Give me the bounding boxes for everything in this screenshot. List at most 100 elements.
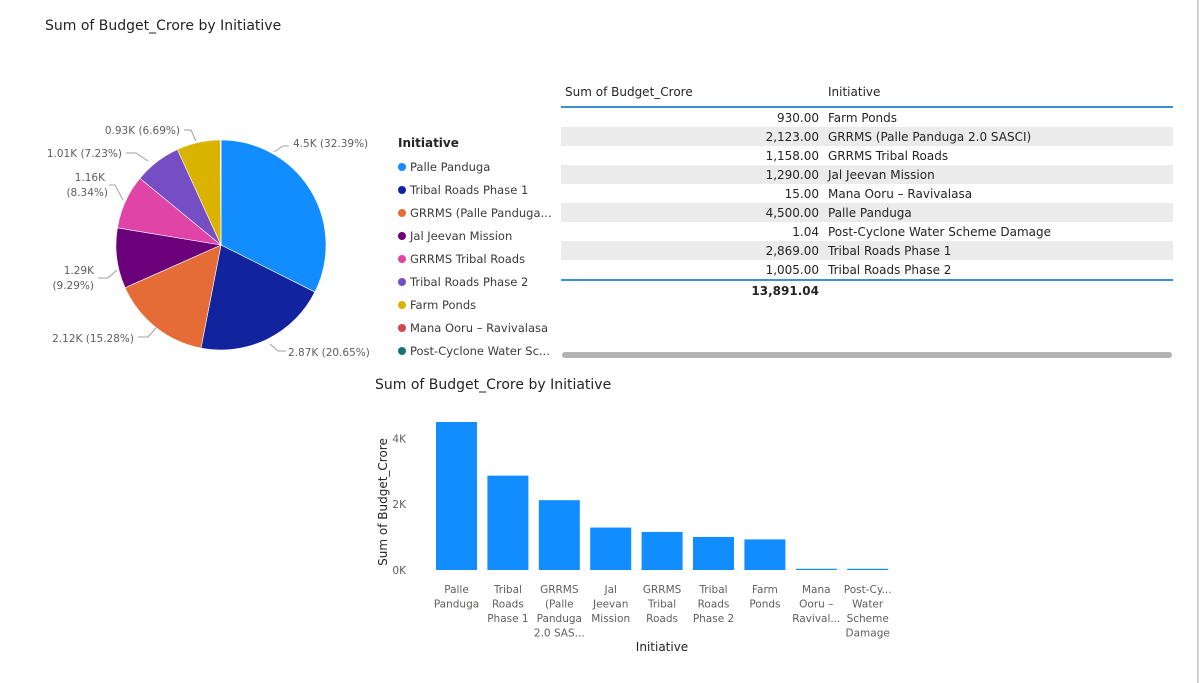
x-category-label: Palle Panduga (434, 584, 479, 611)
pie-leader-tribal2 (126, 152, 149, 162)
legend-item[interactable]: Post-Cyclone Water Sc... (398, 339, 552, 362)
pie-label-grrms-palle: 2.12K (15.28%) (52, 333, 134, 345)
legend-item[interactable]: Jal Jeevan Mission (398, 225, 552, 248)
pie-slice[interactable] (124, 244, 222, 349)
pie-label-tribal-roads-value: 1.16K (75, 172, 106, 184)
legend-item[interactable]: Palle Panduga (398, 156, 552, 179)
total-value: 13,891.04 (751, 283, 819, 298)
table-row[interactable]: 1,158.00 GRRMS Tribal Roads (561, 146, 1173, 165)
table-horizontal-scrollbar[interactable] (562, 352, 1172, 358)
table-header: Sum of Budget_Crore Initiative (561, 78, 1173, 108)
column-header-budget[interactable]: Sum of Budget_Crore (565, 85, 693, 99)
legend-item[interactable]: GRRMS Tribal Roads (398, 248, 552, 271)
cell-initiative: Mana Ooru – Ravivalasa (828, 186, 973, 201)
cell-initiative: Palle Panduga (828, 205, 912, 220)
bar[interactable] (641, 531, 683, 570)
x-category-label: Jal Jeevan Mission (591, 584, 630, 625)
table-row[interactable]: 15.00 Mana Ooru – Ravivalasa (561, 184, 1173, 203)
legend-dot-icon (398, 163, 406, 172)
y-axis-label: Sum of Budget_Crore (376, 438, 390, 566)
cell-initiative: Tribal Roads Phase 1 (828, 243, 952, 258)
budget-table[interactable]: Sum of Budget_Crore Initiative 930.00 Far… (561, 78, 1173, 300)
legend-dot-icon (398, 186, 406, 195)
cell-initiative: Farm Ponds (828, 110, 898, 125)
bar[interactable] (744, 539, 786, 570)
x-axis-label: Initiative (636, 640, 688, 654)
table-total-row: 13,891.04 (561, 279, 1173, 300)
cell-budget: 2,869.00 (765, 243, 819, 258)
bar[interactable] (436, 422, 477, 570)
table-row[interactable]: 2,869.00 Tribal Roads Phase 1 (561, 241, 1173, 260)
bar[interactable] (590, 527, 632, 570)
legend-title: Initiative (398, 136, 459, 150)
table-row[interactable]: 1,290.00 Jal Jeevan Mission (561, 165, 1173, 184)
bar[interactable] (538, 500, 580, 570)
x-category-label: Farm Ponds (749, 584, 780, 611)
cell-budget: 1,005.00 (765, 262, 819, 277)
cell-budget: 1,290.00 (765, 167, 819, 182)
pie-label-farm: 0.93K (6.69%) (105, 125, 180, 137)
bar[interactable] (847, 568, 889, 570)
pie-label-tribal1: 2.87K (20.65%) (288, 347, 370, 359)
pie-legend: Initiative Palle Panduga Tribal Roads Ph… (398, 136, 552, 362)
legend-dot-icon (398, 232, 406, 241)
pie-leader-grrms-palle (138, 326, 158, 338)
pie-slice[interactable] (220, 139, 327, 293)
pie-leader-jal (98, 269, 118, 279)
legend-item[interactable]: Farm Ponds (398, 293, 552, 316)
legend-item[interactable]: GRRMS (Palle Panduga... (398, 202, 552, 225)
table-row[interactable]: 1,005.00 Tribal Roads Phase 2 (561, 260, 1173, 279)
cell-budget: 2,123.00 (765, 129, 819, 144)
x-category-label: Tribal Roads Phase 2 (693, 584, 734, 625)
pie-leader-palle (273, 145, 289, 153)
legend-label: Mana Ooru – Ravivalasa (410, 320, 549, 335)
cell-initiative: Jal Jeevan Mission (828, 167, 935, 182)
column-header-initiative[interactable]: Initiative (828, 85, 881, 99)
table-row[interactable]: 930.00 Farm Ponds (561, 108, 1173, 127)
legend-dot-icon (398, 277, 406, 286)
pie-label-jal-value: 1.29K (64, 265, 95, 277)
x-category-label: Post-Cy... Water Scheme Damage (844, 584, 892, 640)
pie-label-palle: 4.5K (32.39%) (293, 138, 368, 150)
y-tick-label: 4K (392, 433, 407, 445)
pie-chart[interactable]: 4.5K (32.39%) 2.87K (20.65%) 2.12K (15.2… (0, 95, 390, 385)
legend-label: Farm Ponds (410, 297, 477, 312)
report-canvas-border (1197, 0, 1199, 683)
legend-label: Tribal Roads Phase 2 (410, 274, 529, 289)
bar[interactable] (693, 536, 734, 570)
y-tick-label: 0K (392, 565, 407, 577)
cell-initiative: Post-Cyclone Water Scheme Damage (828, 224, 1052, 239)
cell-budget: 1,158.00 (765, 148, 819, 163)
pie-label-jal-pct: (9.29%) (52, 280, 94, 292)
legend-label: Jal Jeevan Mission (410, 229, 513, 244)
legend-dot-icon (398, 300, 406, 309)
legend-item[interactable]: Mana Ooru – Ravivalasa (398, 316, 552, 339)
pie-label-tribal-roads-pct: (8.34%) (66, 187, 108, 199)
bar[interactable] (795, 568, 837, 570)
legend-label: Palle Panduga (410, 160, 491, 175)
pie-slice[interactable] (200, 244, 316, 351)
y-tick-label: 2K (392, 499, 407, 511)
x-category-label: Mana Ooru – Ravival... (792, 584, 840, 625)
legend-item[interactable]: Tribal Roads Phase 1 (398, 179, 552, 202)
legend-label: Post-Cyclone Water Sc... (410, 343, 550, 358)
legend-item[interactable]: Tribal Roads Phase 2 (398, 270, 552, 293)
legend-label: Tribal Roads Phase 1 (410, 183, 529, 198)
x-category-label: GRRMS Tribal Roads (643, 584, 682, 625)
pie-leader-tribal1 (269, 343, 286, 352)
cell-budget: 4,500.00 (765, 205, 819, 220)
cell-budget: 1.04 (792, 224, 819, 239)
cell-initiative: GRRMS (Palle Panduga 2.0 SASCI) (828, 129, 1032, 144)
x-category-label: GRRMS (Palle Panduga 2.0 SAS... (534, 584, 585, 640)
table-row[interactable]: 2,123.00 GRRMS (Palle Panduga 2.0 SASCI) (561, 127, 1173, 146)
table-row[interactable]: 1.04 Post-Cyclone Water Scheme Damage (561, 222, 1173, 241)
legend-dot-icon (398, 346, 406, 355)
bar[interactable] (487, 475, 529, 570)
table-row[interactable]: 4,500.00 Palle Panduga (561, 203, 1173, 222)
legend-dot-icon (398, 255, 406, 263)
cell-initiative: Tribal Roads Phase 2 (828, 262, 952, 277)
cell-budget: 930.00 (777, 110, 819, 125)
pie-leader-tribal-roads (109, 184, 124, 201)
legend-label: GRRMS (Palle Panduga... (410, 206, 552, 221)
